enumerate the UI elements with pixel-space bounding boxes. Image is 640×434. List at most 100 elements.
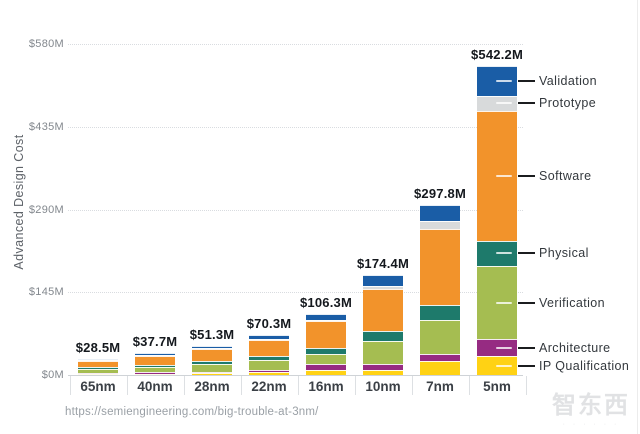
legend-tick-architecture bbox=[496, 346, 512, 349]
y-tick-label: $580M bbox=[28, 38, 64, 50]
y-tick-label: $435M bbox=[28, 120, 64, 133]
x-axis-separator bbox=[70, 376, 71, 395]
bar-segment-ip-qualification bbox=[135, 373, 175, 375]
bar-segment-physical bbox=[135, 364, 175, 367]
bar-segment-verification bbox=[135, 367, 175, 373]
legend-tick-prototype bbox=[496, 102, 512, 105]
bar-segment-architecture bbox=[249, 370, 289, 373]
bar-segment-verification bbox=[306, 353, 346, 365]
bar-total-label: $51.3M bbox=[189, 326, 235, 342]
x-axis-category-label: 65nm bbox=[80, 379, 116, 394]
bar-segment-ip-qualification bbox=[306, 369, 346, 375]
legend-connector-verification bbox=[518, 301, 535, 304]
x-axis-separator bbox=[526, 376, 527, 395]
bar-segment-ip-qualification bbox=[420, 360, 460, 375]
bar-total-label: $28.5M bbox=[75, 339, 121, 355]
x-axis-category-label: 10nm bbox=[365, 379, 401, 394]
legend-label-validation: Validation bbox=[539, 73, 597, 88]
bar-segment-verification bbox=[249, 360, 289, 371]
gridline bbox=[68, 292, 523, 294]
bar-segment-validation bbox=[363, 275, 403, 286]
bar-segment-validation bbox=[78, 358, 118, 361]
watermark-logo: 智东西 · · · · · · bbox=[552, 385, 630, 428]
bar-total-label: $297.8M bbox=[414, 186, 466, 202]
x-axis-separator bbox=[298, 376, 299, 395]
bar-segment-validation bbox=[306, 314, 346, 320]
y-tick-label: $290M bbox=[28, 203, 64, 216]
bar-segment-prototype bbox=[306, 319, 346, 322]
bar-segment-prototype bbox=[420, 220, 460, 229]
legend-connector-physical bbox=[518, 252, 535, 255]
legend-label-prototype: Prototype bbox=[539, 96, 597, 111]
bar-segment-validation bbox=[192, 345, 232, 349]
gridline bbox=[68, 44, 523, 45]
legend-connector-prototype bbox=[518, 102, 535, 105]
legend-label-ip-qualification: IP Qualification bbox=[539, 358, 630, 373]
bar-total-label: $174.4M bbox=[357, 256, 409, 272]
y-tick-label: $145M bbox=[28, 286, 64, 299]
legend-tick-ip-qualification bbox=[496, 364, 512, 367]
image-right-border bbox=[637, 0, 638, 434]
bar-total-label: $542.2M bbox=[471, 46, 523, 62]
bar-segment-software bbox=[192, 349, 232, 362]
legend-connector-software bbox=[518, 174, 535, 177]
bar-segment-validation bbox=[135, 353, 175, 356]
bar-segment-software bbox=[135, 356, 175, 365]
bar-segment-architecture bbox=[192, 371, 232, 374]
bar-segment-architecture bbox=[78, 373, 118, 374]
legend-connector-validation bbox=[518, 79, 535, 82]
x-axis-separator bbox=[412, 376, 413, 395]
x-axis-separator bbox=[127, 376, 128, 395]
source-url-text: https://semiengineering.com/big-trouble-… bbox=[65, 406, 319, 418]
bar-segment-software bbox=[78, 360, 118, 368]
bar-segment-prototype bbox=[135, 355, 175, 357]
x-axis-category-label: 28nm bbox=[194, 379, 230, 394]
x-axis-baseline bbox=[68, 375, 523, 376]
x-axis-category-label: 40nm bbox=[137, 379, 173, 394]
watermark-subtext: · · · · · · bbox=[562, 421, 620, 428]
legend-tick-software bbox=[496, 174, 512, 177]
bar-segment-architecture bbox=[135, 372, 175, 374]
x-axis-category-label: 22nm bbox=[251, 379, 287, 394]
x-axis-separator bbox=[184, 376, 185, 395]
bar-segment-software bbox=[249, 339, 289, 357]
legend-label-architecture: Architecture bbox=[539, 340, 611, 355]
legend-connector-ip-qualification bbox=[518, 364, 535, 367]
legend-tick-verification bbox=[496, 301, 512, 304]
bar-segment-software bbox=[363, 288, 403, 331]
gridline bbox=[68, 126, 523, 128]
legend-label-verification: Verification bbox=[539, 295, 605, 310]
bar-segment-physical bbox=[249, 356, 289, 361]
bar-segment-validation bbox=[249, 334, 289, 339]
y-axis-title: Advanced Design Cost bbox=[12, 134, 26, 270]
bar-segment-physical bbox=[78, 367, 118, 369]
bar-segment-prototype bbox=[363, 285, 403, 289]
bar-segment-software bbox=[420, 228, 460, 305]
legend-tick-validation bbox=[496, 79, 512, 82]
bar-total-label: $37.7M bbox=[132, 334, 178, 350]
x-axis-separator bbox=[469, 376, 470, 395]
bar-segment-verification bbox=[78, 369, 118, 373]
bar-segment-prototype bbox=[78, 360, 118, 362]
legend-tick-physical bbox=[496, 252, 512, 255]
watermark-text: 智东西 bbox=[552, 392, 630, 419]
bar-segment-architecture bbox=[306, 364, 346, 370]
bar-segment-software bbox=[306, 321, 346, 348]
bar-total-label: $70.3M bbox=[246, 315, 292, 331]
x-axis-separator bbox=[355, 376, 356, 395]
bar-segment-verification bbox=[420, 319, 460, 354]
bar-segment-prototype bbox=[192, 348, 232, 350]
bar-segment-ip-qualification bbox=[192, 373, 232, 375]
x-axis-category-label: 7nm bbox=[426, 379, 454, 394]
bar-segment-validation bbox=[420, 205, 460, 221]
bar-segment-ip-qualification bbox=[78, 373, 118, 375]
gridline bbox=[68, 209, 523, 211]
x-axis-category-label: 5nm bbox=[483, 379, 511, 394]
bar-segment-physical bbox=[192, 361, 232, 365]
bar-segment-prototype bbox=[249, 338, 289, 340]
legend-label-software: Software bbox=[539, 168, 592, 183]
x-axis-category-label: 16nm bbox=[308, 379, 344, 394]
legend-connector-architecture bbox=[518, 346, 535, 349]
legend-label-physical: Physical bbox=[539, 246, 589, 261]
